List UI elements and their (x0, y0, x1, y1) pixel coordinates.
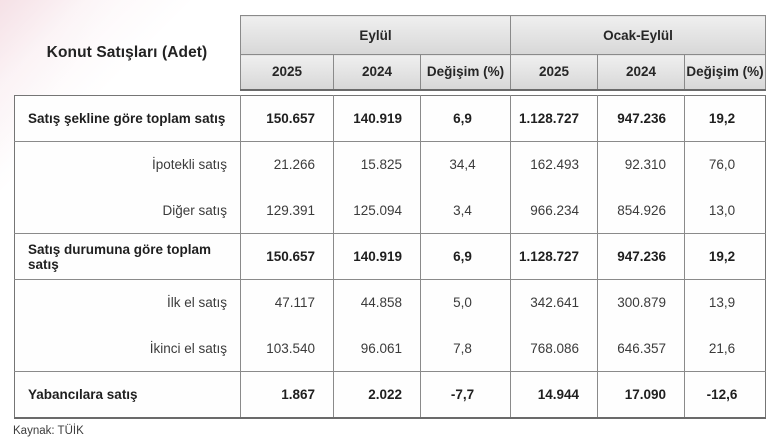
header-year-row: 2025 2024 Değişim (%) 2025 2024 Değişim … (240, 54, 767, 90)
cell-eylul-2024: 2.022 (333, 371, 421, 418)
cell-ocak-eylul-degisim: -12,6 (684, 371, 766, 418)
cell-ocak-eylul-2025: 1.128.727 (510, 233, 598, 280)
cell-eylul-2024: 96.061 (333, 325, 421, 372)
row-label: Diğer satış (14, 187, 241, 234)
table-row-satis-sekline-toplam: Satış şekline göre toplam satış 150.657 … (14, 95, 766, 142)
cell-eylul-2025: 150.657 (240, 95, 334, 142)
header-col-eylul-2024: 2024 (333, 54, 421, 90)
cell-eylul-2025: 21.266 (240, 141, 334, 188)
cell-eylul-degisim: 34,4 (420, 141, 511, 188)
cell-ocak-eylul-2025: 966.234 (510, 187, 598, 234)
cell-eylul-degisim: 3,4 (420, 187, 511, 234)
header-group-eylul: Eylül (239, 15, 512, 55)
header-col-eylul-2025: 2025 (240, 54, 334, 90)
table-row-ilk-el-satis: İlk el satış 47.117 44.858 5,0 342.641 3… (14, 279, 766, 326)
header-col-ocak-eylul-2025: 2025 (510, 54, 599, 90)
cell-ocak-eylul-2024: 947.236 (597, 95, 685, 142)
cell-ocak-eylul-2025: 1.128.727 (510, 95, 598, 142)
row-label: İpotekli satış (14, 141, 241, 188)
page-title: Konut Satışları (Adet) (46, 44, 208, 61)
table-row-yabancilara-satis: Yabancılara satış 1.867 2.022 -7,7 14.94… (14, 371, 766, 418)
row-label: İkinci el satış (14, 325, 241, 372)
cell-eylul-2025: 47.117 (240, 279, 334, 326)
cell-ocak-eylul-2025: 14.944 (510, 371, 598, 418)
cell-eylul-2024: 140.919 (333, 233, 421, 280)
row-label: Satış şekline göre toplam satış (14, 95, 241, 142)
cell-eylul-degisim: 7,8 (420, 325, 511, 372)
cell-ocak-eylul-degisim: 19,2 (684, 95, 766, 142)
cell-eylul-2024: 140.919 (333, 95, 421, 142)
table-row-satis-durumuna-toplam: Satış durumuna göre toplam satış 150.657… (14, 233, 766, 280)
cell-ocak-eylul-degisim: 13,9 (684, 279, 766, 326)
cell-ocak-eylul-2024: 92.310 (597, 141, 685, 188)
cell-eylul-2024: 44.858 (333, 279, 421, 326)
header-col-ocak-eylul-degisim: Değişim (%) (684, 54, 767, 90)
cell-ocak-eylul-2024: 300.879 (597, 279, 685, 326)
header-col-eylul-degisim: Değişim (%) (419, 54, 512, 90)
cell-eylul-degisim: 6,9 (420, 95, 511, 142)
row-label: Satış durumuna göre toplam satış (14, 233, 241, 280)
row-label: İlk el satış (14, 279, 241, 326)
cell-ocak-eylul-degisim: 19,2 (684, 233, 766, 280)
cell-ocak-eylul-2024: 646.357 (597, 325, 685, 372)
cell-eylul-2024: 15.825 (333, 141, 421, 188)
cell-eylul-degisim: 5,0 (420, 279, 511, 326)
table-row-ikinci-el-satis: İkinci el satış 103.540 96.061 7,8 768.0… (14, 325, 766, 372)
header-group-row: Eylül Ocak-Eylül (239, 15, 767, 55)
cell-ocak-eylul-2025: 342.641 (510, 279, 598, 326)
cell-eylul-degisim: 6,9 (420, 233, 511, 280)
cell-ocak-eylul-degisim: 76,0 (684, 141, 766, 188)
page-title-block: Konut Satışları (Adet) (14, 15, 240, 91)
cell-eylul-2025: 129.391 (240, 187, 334, 234)
housing-sales-table: Satış şekline göre toplam satış 150.657 … (14, 95, 766, 419)
header-col-ocak-eylul-2024: 2024 (597, 54, 686, 90)
cell-ocak-eylul-2024: 17.090 (597, 371, 685, 418)
row-label: Yabancılara satış (14, 371, 241, 418)
cell-eylul-2024: 125.094 (333, 187, 421, 234)
cell-ocak-eylul-2025: 768.086 (510, 325, 598, 372)
source-note: Kaynak: TÜİK (13, 425, 84, 437)
cell-ocak-eylul-2025: 162.493 (510, 141, 598, 188)
cell-eylul-degisim: -7,7 (420, 371, 511, 418)
table-row-ipotekli-satis: İpotekli satış 21.266 15.825 34,4 162.49… (14, 141, 766, 188)
cell-ocak-eylul-degisim: 13,0 (684, 187, 766, 234)
table-column-header: Eylül Ocak-Eylül 2025 2024 Değişim (%) 2… (239, 15, 767, 91)
cell-eylul-2025: 150.657 (240, 233, 334, 280)
cell-eylul-2025: 1.867 (240, 371, 334, 418)
header-group-ocak-eylul: Ocak-Eylül (510, 15, 767, 55)
cell-eylul-2025: 103.540 (240, 325, 334, 372)
cell-ocak-eylul-2024: 947.236 (597, 233, 685, 280)
cell-ocak-eylul-2024: 854.926 (597, 187, 685, 234)
table-row-diger-satis: Diğer satış 129.391 125.094 3,4 966.234 … (14, 187, 766, 234)
cell-ocak-eylul-degisim: 21,6 (684, 325, 766, 372)
